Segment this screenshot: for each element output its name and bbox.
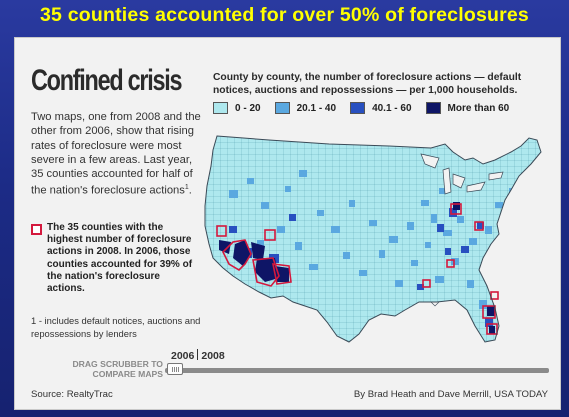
legend-label: 40.1 - 60 <box>372 102 412 114</box>
source-credit: Source: RealtyTrac <box>31 389 113 400</box>
map-svg <box>204 135 542 343</box>
legend-item-20-40: 20.1 - 40 <box>274 102 337 114</box>
scrubber-instruction: DRAG SCRUBBER TO COMPARE MAPS <box>72 359 163 379</box>
us-county-map[interactable] <box>199 130 551 348</box>
very-high-rate-counties <box>219 202 495 334</box>
highlight-key-box <box>31 224 42 235</box>
gulf-coast-detail <box>430 301 440 307</box>
year-start-label[interactable]: 2006 <box>171 350 195 362</box>
mid-rate-counties <box>229 170 515 309</box>
map-land <box>205 136 541 342</box>
graphic-title: Confined crisis <box>31 64 183 97</box>
legend-item-0-20: 0 - 20 <box>213 102 261 114</box>
intro-text: Two maps, one from 2008 and the other fr… <box>31 111 201 198</box>
intro-footnote-marker: 1 <box>184 184 189 192</box>
legend: 0 - 20 20.1 - 40 40.1 - 60 More than 60 <box>213 102 509 114</box>
top-35-highlighted-counties <box>216 203 499 335</box>
intro-body: Two maps, one from 2008 and the other fr… <box>31 111 201 198</box>
legend-swatch <box>425 102 441 114</box>
scrubber-track[interactable] <box>165 368 549 373</box>
legend-swatch <box>274 102 290 114</box>
year-divider <box>197 349 199 360</box>
great-lakes <box>420 153 504 195</box>
legend-swatch <box>213 102 228 114</box>
scrubber-handle[interactable] <box>167 363 183 375</box>
byline: By Brad Heath and Dave Merrill, USA TODA… <box>353 389 548 400</box>
legend-swatch <box>350 102 366 114</box>
legend-label: More than 60 <box>447 102 510 114</box>
graphic-panel: Confined crisis Two maps, one from 2008 … <box>14 37 561 410</box>
highlight-key-text: The 35 counties with the highest number … <box>47 222 193 295</box>
legend-label: 0 - 20 <box>235 102 261 114</box>
legend-title: County by county, the number of foreclos… <box>213 72 522 96</box>
year-end-label[interactable]: 2008 <box>201 350 225 362</box>
scrubber-grip-icon <box>172 367 179 372</box>
legend-label: 20.1 - 40 <box>296 102 337 114</box>
headline: 35 counties accounted for over 50% of fo… <box>40 4 529 26</box>
legend-item-40-60: 40.1 - 60 <box>350 102 412 114</box>
scrubber-year-labels: 2006 2008 <box>171 349 225 362</box>
footnote: 1 - includes default notices, auctions a… <box>31 315 201 339</box>
legend-item-over-60: More than 60 <box>425 102 510 114</box>
